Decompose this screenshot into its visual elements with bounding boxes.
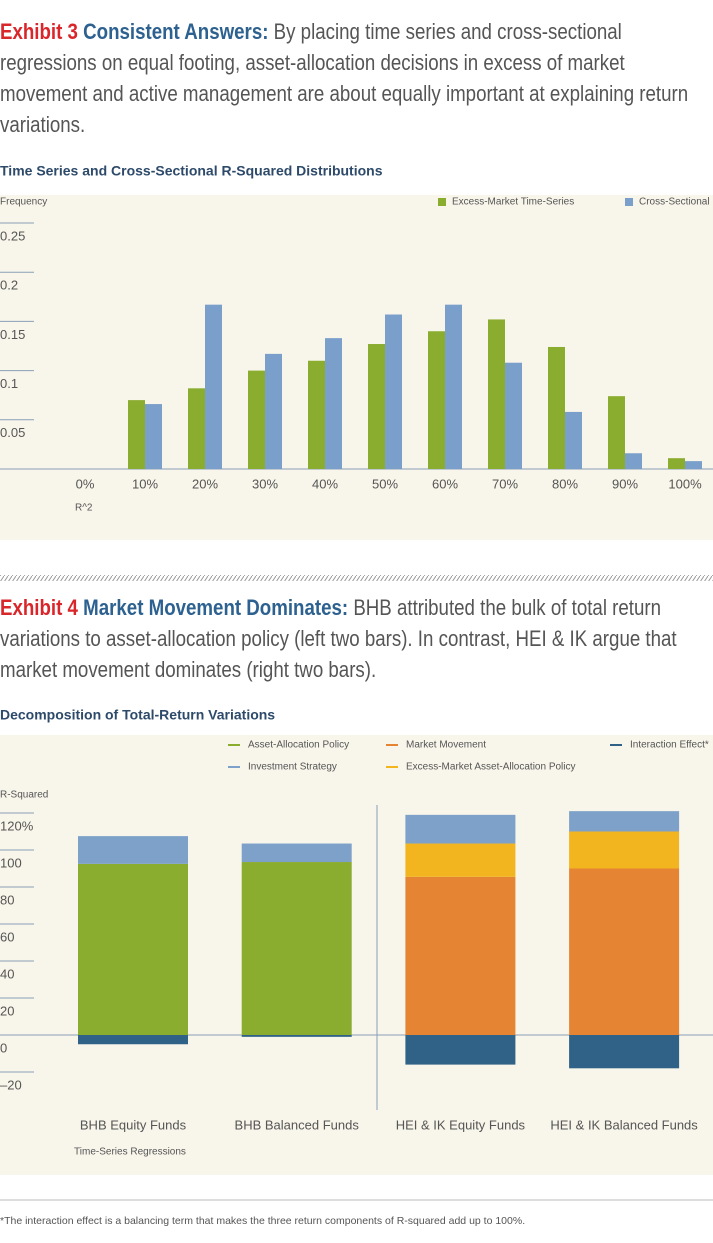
y-tick-label: –20 bbox=[0, 1077, 22, 1092]
bar bbox=[608, 396, 625, 469]
bar-segment bbox=[569, 868, 680, 1035]
bar bbox=[188, 388, 205, 469]
exhibit-header: Exhibit 4 Market Movement Dominates: BHB… bbox=[0, 592, 712, 685]
y-tick-label: 0.25 bbox=[0, 228, 25, 243]
x-tick-label: BHB Balanced Funds bbox=[235, 1117, 360, 1132]
y-tick-label: 0.2 bbox=[0, 278, 18, 293]
bar-segment bbox=[405, 814, 516, 844]
bar bbox=[128, 400, 145, 469]
bar bbox=[205, 304, 222, 469]
bar bbox=[308, 360, 325, 469]
x-tick-label: 70% bbox=[492, 476, 518, 491]
bar bbox=[488, 319, 505, 469]
bar bbox=[265, 353, 282, 469]
x-tick-label: HEI & IK Equity Funds bbox=[396, 1117, 526, 1132]
y-tick-label: 0.1 bbox=[0, 376, 18, 391]
exhibit-text: BHB attributed the bulk of total return … bbox=[0, 595, 677, 682]
exhibit-header: Exhibit 3 Consistent Answers: By placing… bbox=[0, 16, 712, 140]
y-axis-label: R-Squared bbox=[0, 790, 48, 801]
footnote: *The interaction effect is a balancing t… bbox=[0, 1215, 525, 1227]
y-tick-label: 80 bbox=[0, 892, 14, 907]
exhibit-title: Market Movement Dominates: bbox=[83, 595, 349, 620]
bar-segment bbox=[569, 831, 680, 869]
bar bbox=[325, 338, 342, 469]
x-tick-label: BHB Equity Funds bbox=[80, 1117, 187, 1132]
y-tick-label: 0.05 bbox=[0, 425, 25, 440]
divider bbox=[0, 575, 713, 581]
bar bbox=[368, 344, 385, 469]
x-tick-label: 20% bbox=[192, 476, 218, 491]
x-tick-label: 80% bbox=[552, 476, 578, 491]
bar bbox=[505, 362, 522, 469]
bar bbox=[248, 370, 265, 469]
bar-segment bbox=[405, 843, 516, 877]
x-axis-label: R^2 bbox=[75, 503, 93, 514]
y-tick-label: 100 bbox=[0, 855, 22, 870]
legend-label: Excess-Market Time-Series bbox=[452, 197, 574, 208]
bar-segment bbox=[78, 1035, 188, 1045]
x-tick-label: 50% bbox=[372, 476, 398, 491]
annotation: Time-Series Regressions bbox=[74, 1147, 186, 1158]
y-tick-label: 40 bbox=[0, 966, 14, 981]
bar-segment bbox=[569, 1035, 680, 1069]
bar bbox=[668, 458, 685, 469]
bar-segment bbox=[241, 862, 352, 1035]
legend-label: Asset-Allocation Policy bbox=[248, 740, 349, 751]
y-tick-label: 0 bbox=[0, 1040, 7, 1055]
bar bbox=[625, 453, 642, 469]
bar bbox=[428, 331, 445, 469]
legend-swatch bbox=[438, 198, 446, 206]
chart-title: Time Series and Cross-Sectional R-Square… bbox=[0, 163, 383, 179]
bar bbox=[445, 304, 462, 469]
x-tick-label: 30% bbox=[252, 476, 278, 491]
bar-segment bbox=[78, 836, 188, 864]
x-tick-label: HEI & IK Balanced Funds bbox=[550, 1117, 698, 1132]
y-tick-label: 60 bbox=[0, 929, 14, 944]
bar-segment bbox=[405, 876, 516, 1035]
bar bbox=[548, 346, 565, 469]
bar bbox=[385, 314, 402, 469]
legend-label: Interaction Effect* bbox=[630, 740, 709, 751]
bar-segment bbox=[78, 863, 188, 1035]
bar-segment bbox=[241, 1035, 352, 1037]
legend-label: Investment Strategy bbox=[248, 762, 337, 773]
x-tick-label: 100% bbox=[668, 476, 702, 491]
x-tick-label: 60% bbox=[432, 476, 458, 491]
legend-swatch bbox=[625, 198, 633, 206]
chart-title: Decomposition of Total-Return Variations bbox=[0, 707, 275, 723]
legend-label: Excess-Market Asset-Allocation Policy bbox=[406, 762, 576, 773]
exhibit-text: By placing time series and cross-section… bbox=[0, 19, 689, 137]
bar bbox=[145, 404, 162, 469]
exhibit-label: Exhibit 3 bbox=[0, 19, 78, 44]
exhibit-label: Exhibit 4 bbox=[0, 595, 78, 620]
y-axis-label: Frequency bbox=[0, 197, 47, 208]
bar bbox=[685, 461, 702, 469]
bar-segment bbox=[569, 811, 680, 832]
bar-segment bbox=[405, 1035, 516, 1065]
y-tick-label: 120% bbox=[0, 818, 34, 833]
legend-label: Cross-Sectional bbox=[639, 197, 710, 208]
bar-segment bbox=[241, 843, 352, 863]
legend-label: Market Movement bbox=[406, 740, 486, 751]
x-tick-label: 40% bbox=[312, 476, 338, 491]
x-tick-label: 90% bbox=[612, 476, 638, 491]
y-tick-label: 20 bbox=[0, 1003, 14, 1018]
y-tick-label: 0.15 bbox=[0, 327, 25, 342]
chart-background bbox=[0, 195, 713, 540]
bar bbox=[565, 411, 582, 469]
x-tick-label: 10% bbox=[132, 476, 158, 491]
exhibit-title: Consistent Answers: bbox=[83, 19, 269, 44]
x-tick-label: 0% bbox=[76, 476, 95, 491]
